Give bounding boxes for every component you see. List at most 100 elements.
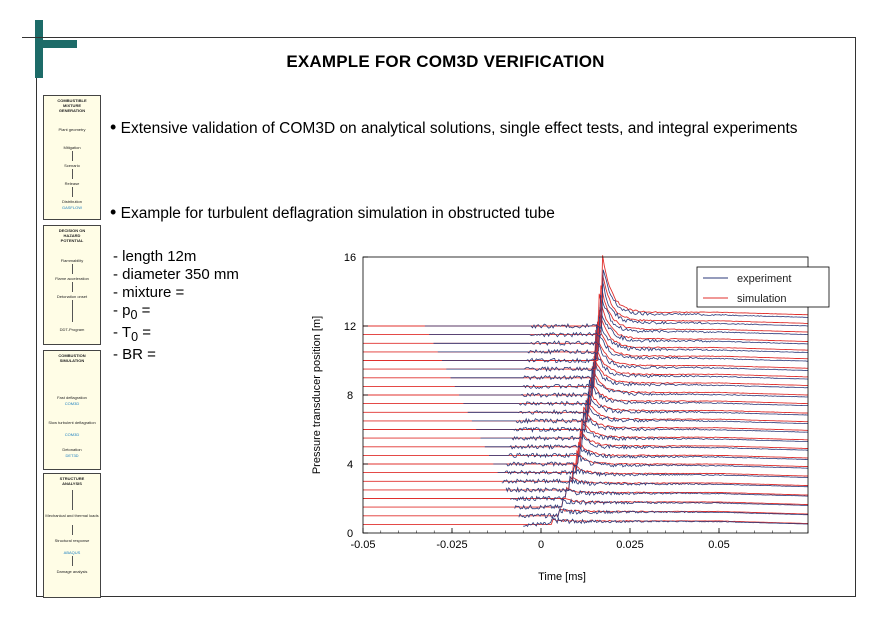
experiment-trace bbox=[446, 324, 808, 373]
experiment-trace bbox=[450, 338, 809, 381]
simulation-trace bbox=[363, 441, 809, 465]
simulation-trace bbox=[363, 519, 808, 525]
corner-accent-vertical bbox=[35, 20, 43, 78]
bullet-dot: • bbox=[110, 117, 117, 137]
experiment-trace bbox=[463, 369, 809, 406]
experiment-trace bbox=[471, 391, 808, 425]
experiment-trace bbox=[484, 422, 808, 450]
sidebar-item: Flame acceleration bbox=[55, 276, 89, 281]
corner-accent-horizontal bbox=[35, 40, 77, 48]
experiment-trace bbox=[518, 507, 808, 519]
sidebar-item: DDT-Program bbox=[59, 327, 85, 332]
experiment-trace bbox=[459, 362, 809, 398]
sidebar-code: DET3D bbox=[65, 453, 79, 458]
sidebar-item: Slow turbulent deflagration bbox=[48, 420, 96, 425]
sidebar-box2-title: DECISION ON HAZARD POTENTIAL bbox=[58, 228, 86, 243]
experiment-trace bbox=[493, 444, 809, 467]
frame-left-line bbox=[36, 78, 37, 597]
simulation-trace bbox=[363, 355, 809, 396]
sidebar-item: Mechanical and thermal loads bbox=[45, 513, 99, 518]
simulation-trace bbox=[363, 476, 809, 491]
y-tick-label: 16 bbox=[344, 252, 356, 264]
sidebar-box1-title: COMBUSTIBLE MIXTURE GENERATION bbox=[57, 98, 87, 113]
sidebar-code: ABAQUS bbox=[63, 550, 81, 555]
simulation-trace bbox=[363, 366, 809, 405]
y-tick-label: 12 bbox=[344, 321, 356, 333]
bullet-dot: • bbox=[110, 202, 117, 222]
sidebar-item: Detonation bbox=[62, 447, 82, 452]
simulation-trace bbox=[363, 497, 809, 508]
pressure-chart: -0.05 -0.025 0 0.025 0.05 0 4 8 12 16 experiment … bbox=[311, 252, 830, 583]
param-mixture: - mixture = bbox=[113, 284, 185, 301]
experiment-trace bbox=[476, 400, 809, 434]
simulation-trace bbox=[363, 345, 809, 387]
x-tick-label: 0.05 bbox=[708, 539, 729, 551]
simulation-trace bbox=[363, 461, 808, 482]
sidebar-item: Distribution bbox=[61, 199, 82, 204]
y-tick-label: 8 bbox=[347, 390, 353, 402]
sidebar-item: Damage analysis bbox=[56, 569, 88, 574]
chart-legend: experiment simulation bbox=[696, 266, 830, 308]
frame-top-line bbox=[22, 37, 856, 38]
legend-label-simulation: simulation bbox=[737, 293, 787, 305]
sidebar-item: Mitigation bbox=[63, 145, 81, 150]
y-tick-label: 4 bbox=[347, 459, 353, 471]
sidebar-item: Scenario bbox=[64, 163, 80, 168]
bullet-validation: • Extensive validation of COM3D on analy… bbox=[110, 117, 830, 139]
bullet-example: • Example for turbulent deflagration sim… bbox=[110, 202, 830, 224]
sidebar-box-simulation bbox=[43, 350, 101, 470]
sidebar-item: Fast deflagration bbox=[57, 395, 87, 400]
parameter-list: - length 12m - diameter 350 mm - mixture… bbox=[113, 248, 239, 364]
bullet-text: Extensive validation of COM3D on analyti… bbox=[120, 120, 798, 137]
experiment-trace bbox=[523, 516, 809, 528]
sidebar-item: Flammability bbox=[60, 258, 84, 263]
y-axis-label: Pressure transducer position [m] bbox=[311, 316, 323, 474]
experiment-trace bbox=[501, 464, 809, 485]
simulation-trace bbox=[363, 486, 808, 499]
sidebar-box4-title: STRUCTURE ANALYSIS bbox=[59, 476, 85, 486]
frame-bottom-line bbox=[36, 596, 856, 597]
sidebar-box3-title: COMBUSTION SIMULATION bbox=[58, 353, 86, 363]
x-tick-label: -0.025 bbox=[436, 539, 467, 551]
experiment-trace bbox=[424, 269, 808, 329]
sidebar-item: Plant geometry bbox=[58, 127, 86, 132]
simulation-trace bbox=[363, 329, 809, 379]
experiment-trace bbox=[467, 379, 808, 415]
y-tick-label: 0 bbox=[347, 528, 353, 540]
experiment-trace bbox=[437, 307, 809, 355]
sidebar-item: Release bbox=[64, 181, 80, 186]
x-tick-label: -0.05 bbox=[350, 539, 375, 551]
x-tick-label: 0 bbox=[538, 539, 544, 551]
param-t0: - T0 = bbox=[113, 324, 151, 344]
experiment-trace bbox=[480, 410, 809, 442]
simulation-trace bbox=[363, 309, 809, 361]
experiment-trace bbox=[510, 488, 808, 502]
sidebar-code: COM3D bbox=[64, 401, 80, 406]
frame-right-line bbox=[855, 37, 856, 597]
experiment-trace bbox=[454, 349, 809, 390]
axis-ticks: -0.05 -0.025 0 0.025 0.05 0 4 8 12 16 bbox=[344, 252, 809, 551]
param-length: - length 12m bbox=[113, 248, 197, 265]
simulation-trace bbox=[363, 377, 809, 413]
experiment-trace bbox=[514, 497, 808, 510]
x-axis-label: Time [ms] bbox=[538, 571, 586, 583]
param-br: - BR = bbox=[113, 346, 156, 363]
simulation-trace bbox=[363, 428, 808, 456]
experiment-trace bbox=[429, 281, 809, 338]
workflow-sidebar: COMBUSTIBLE MIXTURE GENERATION Plant geome… bbox=[43, 95, 101, 600]
experiment-trace bbox=[442, 315, 809, 364]
slide-title: EXAMPLE FOR COM3D VERIFICATION bbox=[286, 52, 605, 71]
param-p0: - p0 = bbox=[113, 302, 151, 322]
experiment-trace bbox=[433, 294, 808, 347]
experiment-trace bbox=[497, 453, 809, 476]
sidebar-item: Structural response bbox=[54, 538, 90, 543]
simulation-trace bbox=[363, 397, 808, 430]
simulation-trace bbox=[363, 449, 809, 474]
x-tick-label: 0.025 bbox=[616, 539, 644, 551]
sidebar-code: COM3D bbox=[64, 432, 80, 437]
experiment-trace bbox=[489, 433, 808, 459]
bullet-text: Example for turbulent deflagration simul… bbox=[120, 205, 555, 222]
sidebar-item: Detonation onset bbox=[56, 294, 88, 299]
experiment-trace bbox=[505, 475, 809, 493]
simulation-trace bbox=[363, 508, 808, 517]
